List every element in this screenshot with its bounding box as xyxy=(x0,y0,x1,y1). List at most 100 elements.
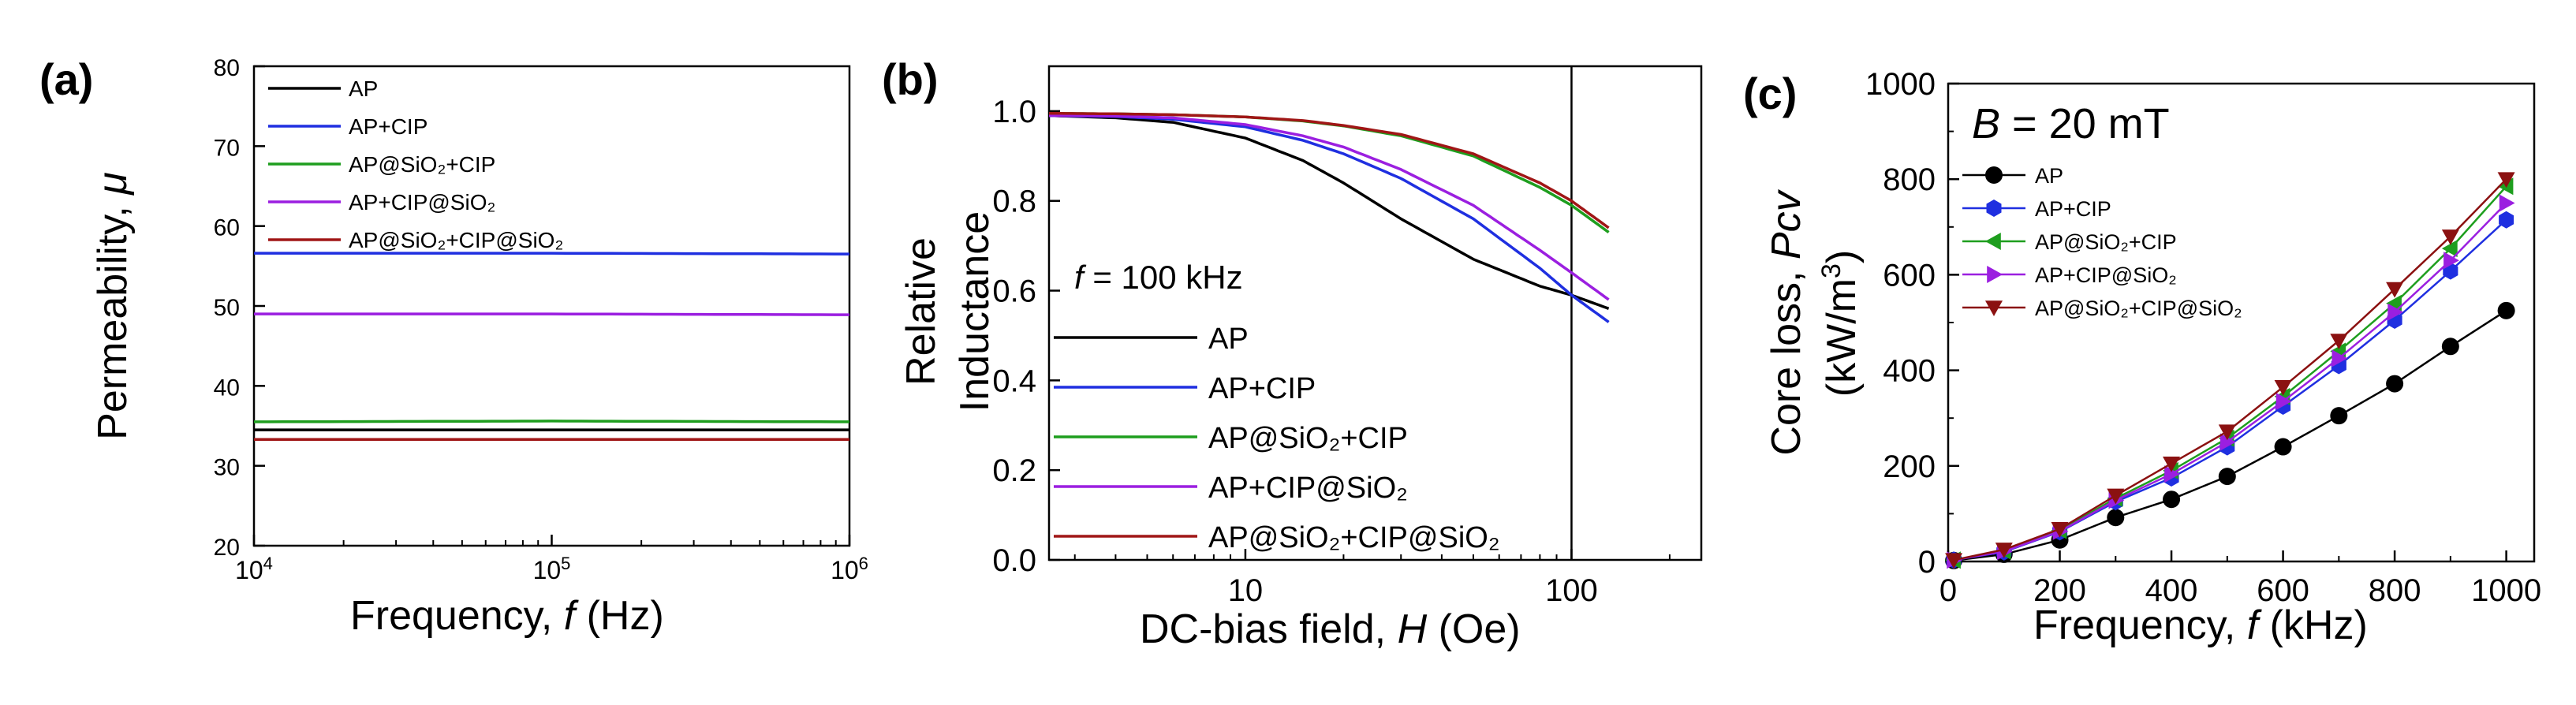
data-point-c xyxy=(2386,294,2402,312)
x-tick-exp-a: 5 xyxy=(561,554,570,573)
series-line-b xyxy=(1049,112,1610,229)
y-tick-label-a: 40 xyxy=(214,375,240,401)
data-point-c xyxy=(2164,465,2180,483)
data-point-c xyxy=(2330,334,2348,349)
legend-label-c: AP+CIP@SiO₂ xyxy=(2035,263,2177,287)
x-tick-label-b: 10 xyxy=(1228,573,1264,608)
legend-label-b: AP@SiO₂+CIP xyxy=(1208,422,1408,455)
y-tick-label-b: 1.0 xyxy=(992,95,1036,129)
data-point-c xyxy=(2274,380,2292,396)
data-point-c xyxy=(2275,393,2292,410)
y-tick-label-b: 0.8 xyxy=(992,185,1036,219)
y-tick-label-c: 800 xyxy=(1883,162,1936,197)
x-tick-label-c: 1000 xyxy=(2471,573,2541,608)
x-tick-label-c: 0 xyxy=(1939,573,1957,608)
legend-label-c: AP@SiO₂+CIP@SiO₂ xyxy=(2035,297,2242,320)
y-tick-label-a: 30 xyxy=(214,455,240,481)
data-point-c xyxy=(2218,424,2236,441)
y-tick-label-a: 20 xyxy=(214,535,240,561)
plot-frame-b xyxy=(1047,65,1703,561)
series-line-a xyxy=(254,420,849,423)
chart-b: (b) 0.0 0.2 0.4 0.6 0.8 1.0 10 100 f = 100 kHz… xyxy=(882,54,1703,652)
y-tick-label-c: 600 xyxy=(1883,258,1936,293)
data-point-c xyxy=(2441,338,2459,356)
y-tick-label-b: 0.2 xyxy=(992,453,1036,488)
series-line-b xyxy=(1049,112,1610,234)
series-line-c xyxy=(1953,202,2507,561)
y-axis-label-b-line2: Inductance xyxy=(952,211,998,412)
plot-frame-a xyxy=(252,65,851,547)
legend-label-c: AP@SiO₂+CIP xyxy=(2035,230,2177,254)
data-point-c xyxy=(2387,303,2404,321)
legend-label-a: AP xyxy=(349,76,378,101)
data-point-c xyxy=(2497,172,2515,188)
legend-label-c: AP xyxy=(2035,164,2063,188)
x-tick-base-a: 10 xyxy=(831,556,859,584)
x-axis-label-a: Frequency, f (Hz) xyxy=(350,593,664,639)
y-tick-label-b: 0.4 xyxy=(992,364,1036,398)
y-axis-label-a: Permeability, μ xyxy=(90,172,136,440)
legend-label-a: AP+CIP xyxy=(349,114,427,139)
x-tick-label-c: 600 xyxy=(2257,573,2309,608)
plot-frame-c xyxy=(1947,82,2536,563)
data-point-c xyxy=(2441,240,2458,258)
y-tick-label-c: 200 xyxy=(1883,449,1936,484)
legend-label-b: AP+CIP xyxy=(1208,372,1316,405)
data-point-c xyxy=(1995,543,2013,558)
legend-marker-c xyxy=(1985,300,2003,316)
data-point-c xyxy=(2497,301,2515,319)
legend-marker-c xyxy=(1985,233,2001,250)
annotation-field-c: B = 20 mT xyxy=(1972,100,2170,147)
data-point-c xyxy=(2386,375,2404,393)
y-axis-label-c-line2: (kW/m3) xyxy=(1816,250,1865,397)
x-tick-label-c: 400 xyxy=(2145,573,2198,608)
data-point-c xyxy=(2443,252,2459,270)
y-tick-label-a: 70 xyxy=(214,135,240,161)
y-tick-label-c: 1000 xyxy=(1865,67,1936,102)
data-point-c xyxy=(2331,349,2348,367)
legend-label-c: AP+CIP xyxy=(2035,197,2111,221)
series-line-a xyxy=(254,312,849,316)
data-point-c xyxy=(2051,522,2069,538)
data-point-c xyxy=(2107,488,2125,505)
data-point-c xyxy=(2330,407,2348,425)
panel-label-c: (c) xyxy=(1743,69,1797,118)
data-point-c xyxy=(2441,229,2459,245)
series-line-b xyxy=(1049,114,1610,301)
y-tick-label-a: 80 xyxy=(214,55,240,81)
data-point-c xyxy=(2218,468,2236,486)
x-tick-label-a: 105 xyxy=(533,554,571,585)
y-tick-label-b: 0.0 xyxy=(992,543,1036,578)
data-point-c xyxy=(2386,282,2404,298)
data-point-c xyxy=(1945,553,1963,569)
data-point-c xyxy=(2274,438,2292,456)
x-axis-label-c: Frequency, f (kHz) xyxy=(2033,602,2368,648)
y-tick-label-b: 0.6 xyxy=(992,274,1036,309)
legend-label-b: AP@SiO₂+CIP@SiO₂ xyxy=(1208,521,1500,554)
x-tick-label-c: 200 xyxy=(2033,573,2086,608)
legend-marker-c xyxy=(1985,166,2003,184)
x-tick-label-a: 106 xyxy=(831,554,868,585)
y-tick-label-a: 50 xyxy=(214,295,240,321)
y-axis-label-c-line1: Core loss, Pcv xyxy=(1764,188,1809,455)
data-point-c xyxy=(2163,491,2181,509)
y-tick-label-c: 400 xyxy=(1883,354,1936,389)
x-tick-base-a: 10 xyxy=(235,556,263,584)
legend-label-b: AP+CIP@SiO₂ xyxy=(1208,472,1408,505)
legend-marker-c xyxy=(1987,266,2003,283)
legend-label-b: AP xyxy=(1208,323,1249,356)
panel-label-a: (a) xyxy=(39,54,93,104)
x-tick-base-a: 10 xyxy=(533,556,562,584)
data-point-c xyxy=(2220,433,2236,451)
x-tick-label-a: 104 xyxy=(235,554,273,585)
y-tick-label-a: 60 xyxy=(214,215,240,241)
x-tick-label-c: 800 xyxy=(2369,573,2421,608)
y-axis-label-b-line1: Relative xyxy=(898,237,944,386)
series-line-a xyxy=(254,252,849,256)
x-tick-exp-a: 4 xyxy=(263,554,273,573)
panel-label-b: (b) xyxy=(882,54,939,104)
data-point-c xyxy=(2499,211,2514,229)
